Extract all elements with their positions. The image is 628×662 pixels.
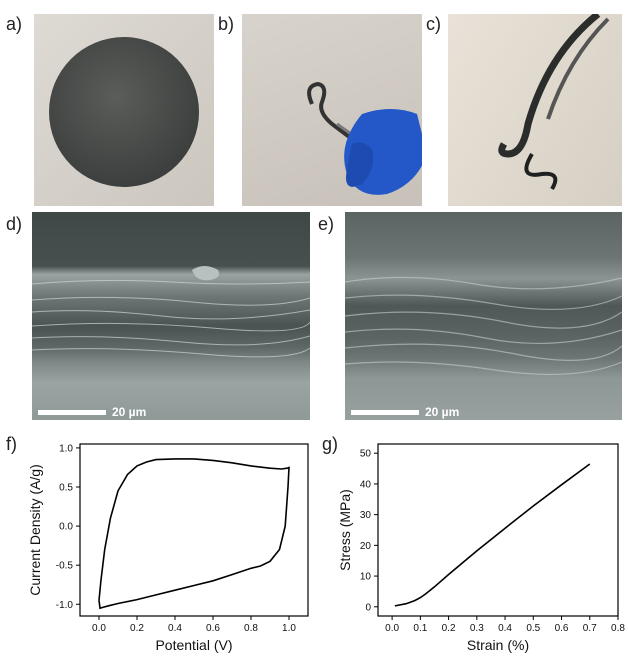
y-tick-label: 50 xyxy=(360,449,372,460)
y-axis-label: Stress (MPa) xyxy=(337,489,353,571)
x-tick-label: 0.8 xyxy=(611,623,625,634)
x-tick-label: 0.0 xyxy=(385,623,399,634)
x-tick-label: 0.6 xyxy=(555,623,569,634)
rolled-film-image xyxy=(307,81,422,195)
sem-layers-e xyxy=(345,276,622,376)
x-axis-label: Potential (V) xyxy=(155,637,232,653)
scale-label-d: 20 µm xyxy=(112,405,147,419)
y-tick-label: 40 xyxy=(360,479,372,490)
bent-film-image xyxy=(498,14,610,191)
y-tick-label: 10 xyxy=(360,572,372,583)
panel-label-b: b) xyxy=(218,14,235,34)
panel-label-f: f) xyxy=(6,434,17,454)
cv-chart: 0.0 0.2 0.4 0.6 0.8 1.0 -1.0 -0.5 0.0 0.5 1.0 Poten… xyxy=(28,443,309,653)
sem-image-e: 20 µm xyxy=(345,212,622,420)
x-tick-label: 0.3 xyxy=(470,623,484,634)
film-disc-image xyxy=(49,37,199,187)
y-tick-label: 0 xyxy=(365,602,371,613)
y-tick-label: -0.5 xyxy=(56,561,74,572)
panel-label-e: e) xyxy=(318,214,335,234)
sem-image-d: 20 µm xyxy=(32,212,310,420)
x-tick-label: 0.2 xyxy=(130,623,144,634)
photo-bent-film xyxy=(448,14,622,206)
y-tick-label: 30 xyxy=(360,510,372,521)
y-tick-label: 0.0 xyxy=(59,522,73,533)
x-tick-label: 0.4 xyxy=(168,623,182,634)
plot-frame xyxy=(377,443,619,617)
scale-bar-d xyxy=(38,410,106,415)
photo-circular-film xyxy=(34,14,214,206)
x-tick-label: 0.1 xyxy=(413,623,427,634)
y-tick-label: 0.5 xyxy=(59,483,73,494)
panel-label-g: g) xyxy=(322,434,339,454)
y-tick-label: -1.0 xyxy=(56,600,74,611)
y-tick-label: 1.0 xyxy=(59,443,73,454)
series-line xyxy=(98,458,290,610)
x-axis-label: Strain (%) xyxy=(467,637,529,653)
scale-bar-e xyxy=(351,410,419,415)
panel-label-d: d) xyxy=(6,214,23,234)
stress-strain-chart: 0.0 0.1 0.2 0.3 0.4 0.5 0.6 0.7 0.8 0 10 20 30 40 50 St… xyxy=(337,443,625,653)
x-tick-label: 0.6 xyxy=(206,623,220,634)
x-tick-label: 0.8 xyxy=(244,623,258,634)
scale-label-e: 20 µm xyxy=(425,405,460,419)
x-tick-label: 0.5 xyxy=(526,623,540,634)
y-tick-label: 20 xyxy=(360,541,372,552)
panel-label-c: c) xyxy=(426,14,441,34)
x-tick-label: 0.2 xyxy=(442,623,456,634)
sem-layers-d xyxy=(32,266,310,358)
x-tick-label: 0.4 xyxy=(498,623,512,634)
x-tick-label: 0.7 xyxy=(583,623,597,634)
photo-rolled-film xyxy=(242,14,422,206)
x-tick-label: 1.0 xyxy=(282,623,296,634)
x-tick-label: 0.0 xyxy=(92,623,106,634)
plot-frame xyxy=(79,443,309,617)
panel-label-a: a) xyxy=(6,14,23,34)
series-line xyxy=(394,463,591,607)
y-axis-label: Current Density (A/g) xyxy=(28,464,43,595)
